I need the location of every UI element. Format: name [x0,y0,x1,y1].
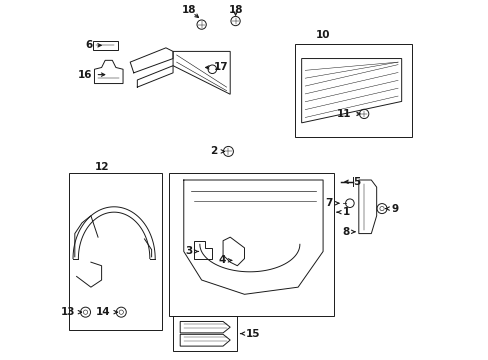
Text: 15: 15 [240,329,260,339]
Text: 5: 5 [344,177,360,187]
Text: 2: 2 [210,147,224,157]
Text: 18: 18 [182,5,196,15]
Text: 16: 16 [78,69,104,80]
Text: 6: 6 [85,40,101,50]
Text: 11: 11 [337,109,359,119]
Text: 7: 7 [325,198,338,208]
Text: 13: 13 [60,307,81,317]
Text: 14: 14 [96,307,117,317]
Text: 18: 18 [228,5,243,15]
Text: 8: 8 [341,227,354,237]
Text: 3: 3 [185,247,198,256]
Text: 17: 17 [205,63,228,72]
Text: 4: 4 [218,255,231,265]
Text: 10: 10 [315,30,330,40]
Text: 9: 9 [385,203,398,213]
Text: 12: 12 [94,162,109,172]
Text: 1: 1 [336,207,349,217]
